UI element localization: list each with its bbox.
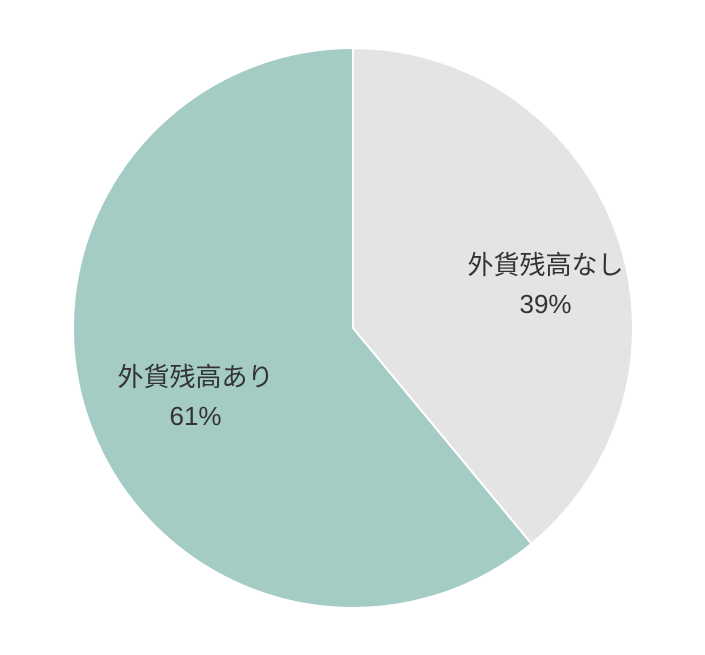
slice-label-pct: 39% <box>468 285 624 324</box>
slice-label-text: 外貨残高あり <box>118 358 274 397</box>
slice-label-pct: 61% <box>118 397 274 436</box>
slice-label-has-balance: 外貨残高あり 61% <box>118 358 274 436</box>
slice-label-no-balance: 外貨残高なし 39% <box>468 246 624 324</box>
pie-chart: 外貨残高なし 39% 外貨残高あり 61% <box>73 48 633 608</box>
slice-label-text: 外貨残高なし <box>468 246 624 285</box>
pie-svg <box>73 48 633 608</box>
pie-slices <box>73 48 633 608</box>
